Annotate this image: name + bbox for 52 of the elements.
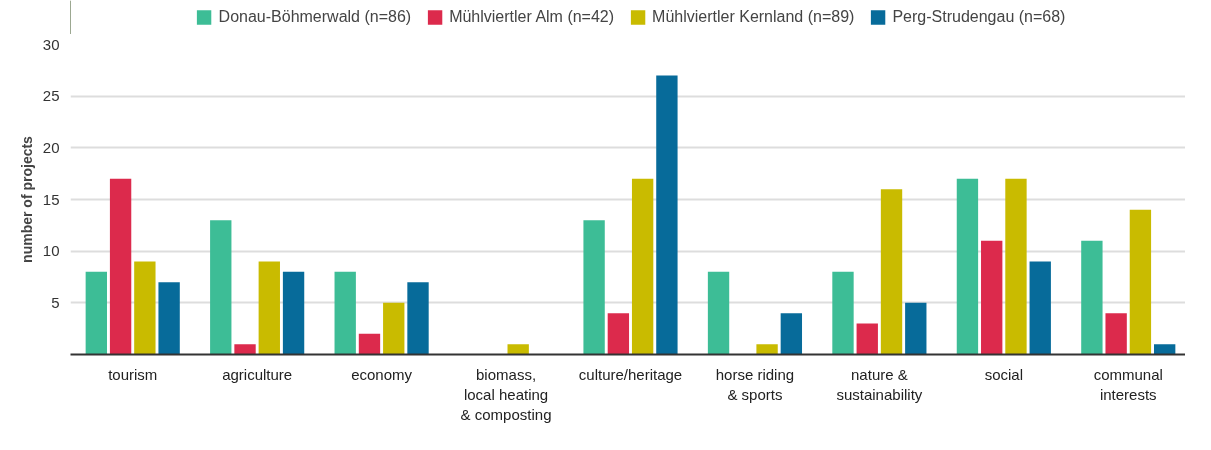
category-label: horse riding & sports (715, 365, 795, 403)
bar (981, 240, 1003, 355)
bar (1029, 261, 1051, 355)
bar (707, 271, 730, 355)
y-tick-label: 20 (42, 138, 60, 156)
category-label: communal interests (1093, 365, 1163, 403)
x-tick-label: tourism (108, 365, 158, 383)
bar (631, 178, 654, 355)
bar (134, 261, 156, 355)
bar (656, 75, 678, 355)
bar (85, 271, 107, 355)
bar (880, 189, 903, 355)
category-label: biomass, local heating & composting (460, 365, 552, 423)
bar (109, 178, 132, 355)
legend-label: Donau-Böhmerwald (n=86) (218, 8, 412, 26)
y-axis-title: number of projects (18, 135, 35, 263)
category-label: nature & sustainability (836, 365, 923, 403)
bar (1129, 209, 1152, 355)
x-tick-label: social (984, 365, 1024, 383)
legend-label: Perg-Strudengau (n=68) (892, 8, 1066, 26)
bar (1154, 344, 1176, 355)
y-tick-label: 5 (51, 293, 60, 311)
x-tick-label: agriculture (222, 365, 293, 383)
x-tick-label: culture/heritage (578, 365, 683, 383)
bar (334, 271, 356, 355)
y-tick-label: 15 (42, 190, 60, 208)
legend-label: Mühlviertler Kernland (n=89) (652, 8, 855, 26)
bar (383, 302, 405, 355)
x-tick-label: economy (351, 365, 413, 383)
bar (234, 344, 256, 355)
bar (358, 333, 381, 355)
bar (856, 323, 878, 355)
bar (905, 302, 927, 355)
bar (583, 220, 605, 355)
bar (1081, 240, 1103, 355)
bar (282, 271, 305, 355)
y-tick-label: 10 (42, 242, 60, 260)
bar (210, 220, 232, 355)
bar (507, 344, 529, 355)
bar (756, 344, 778, 355)
bar (1105, 313, 1127, 355)
y-tick-label: 25 (42, 87, 60, 105)
bar (258, 261, 280, 355)
bar (607, 313, 630, 355)
bar (407, 282, 429, 355)
bar (1005, 178, 1027, 355)
legend-label: Mühlviertler Alm (n=42) (449, 8, 615, 26)
bar (780, 313, 803, 355)
bar (158, 282, 180, 355)
bar (832, 271, 854, 355)
y-tick-label: 30 (42, 35, 60, 53)
bar (956, 178, 979, 355)
